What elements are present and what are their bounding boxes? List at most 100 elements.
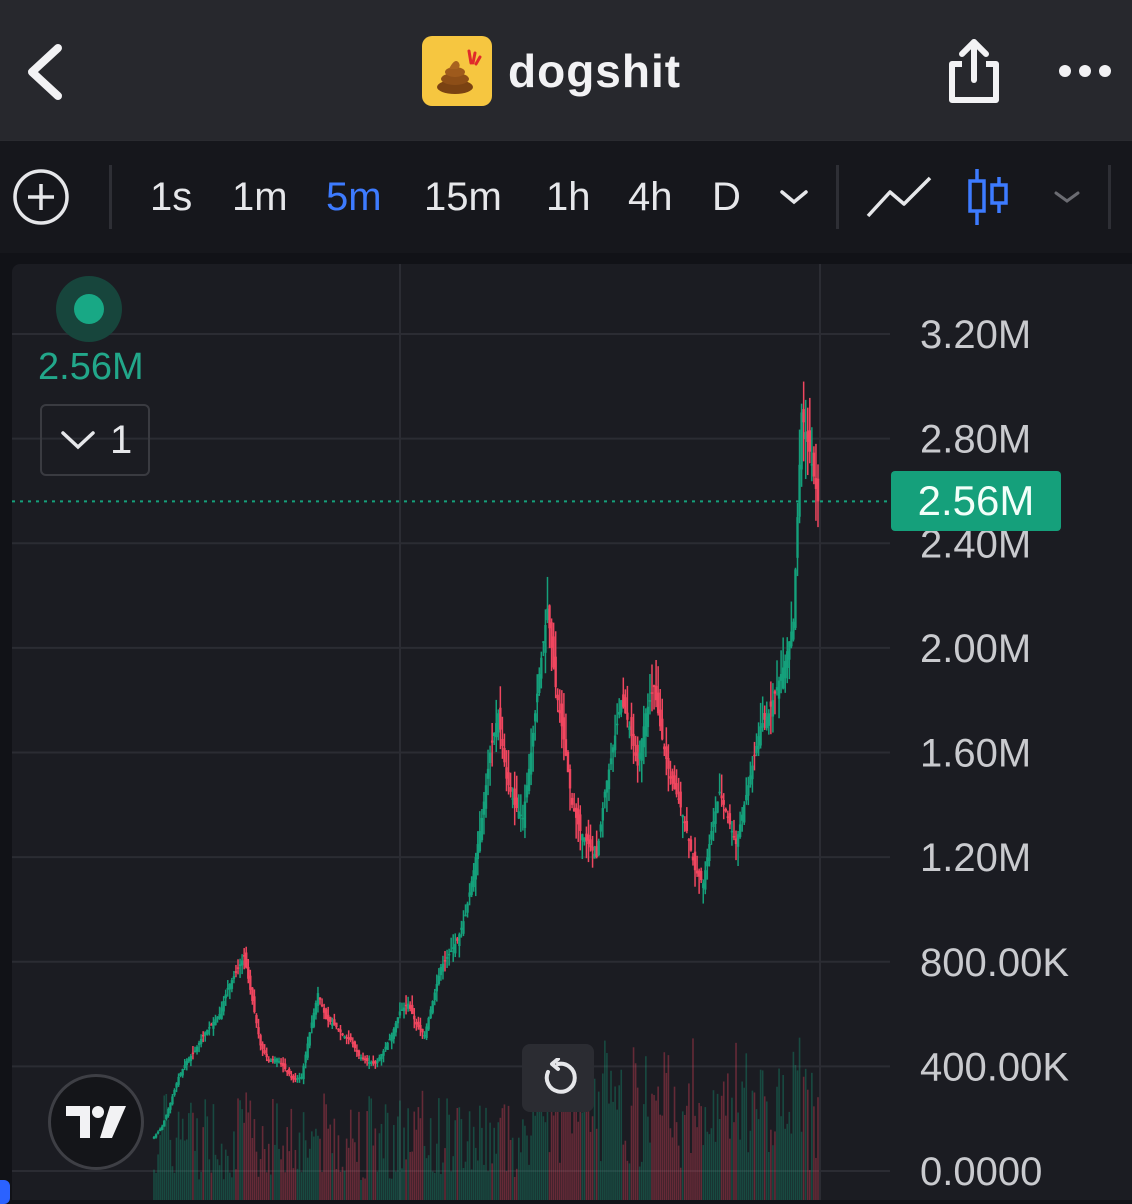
interval-4h[interactable]: 4h [628, 174, 673, 219]
candle-body [804, 432, 807, 440]
candle-body [329, 1016, 332, 1022]
share-icon[interactable] [944, 36, 1004, 106]
candlestick-chart-icon[interactable] [966, 141, 1010, 253]
volume-bar [757, 1119, 760, 1200]
volume-bar [243, 1122, 245, 1200]
candle-body [226, 987, 229, 990]
candle-body [587, 834, 590, 845]
candle-body [798, 464, 801, 517]
collapse-legend-button[interactable]: 1 [40, 404, 150, 476]
candle-body [570, 797, 574, 805]
interval-dropdown-chevron-icon[interactable] [778, 141, 810, 253]
volume-bar [688, 1083, 690, 1200]
volume-bar [161, 1129, 163, 1200]
y-tick-label: 3.20M [920, 313, 1031, 357]
volume-bar [677, 1145, 680, 1200]
candle-body [314, 1002, 318, 1015]
candle-body [245, 952, 248, 968]
volume-bar [542, 1116, 545, 1200]
candle-body [810, 464, 814, 466]
volume-bar [536, 1076, 539, 1200]
volume-bar [233, 1131, 235, 1200]
volume-bar [780, 1116, 782, 1200]
candle-body [730, 830, 734, 833]
candle-body [158, 1129, 162, 1132]
candle-body [195, 1046, 199, 1052]
candle-body [521, 817, 525, 820]
volume-bar [241, 1109, 243, 1200]
chart-type-dropdown-chevron-icon[interactable] [1052, 141, 1082, 253]
interval-15m[interactable]: 15m [424, 174, 502, 219]
candle-body [480, 817, 484, 841]
candle-body [695, 870, 699, 874]
chart-toolbar: 1s 1m 5m 15m 1h 4h D [0, 140, 1132, 253]
volume-bar [263, 1149, 266, 1200]
add-indicator-icon[interactable] [12, 141, 70, 253]
candle-body [773, 691, 777, 694]
interval-5m[interactable]: 5m [326, 174, 382, 219]
candle-body [802, 409, 805, 423]
back-arrow-icon[interactable] [22, 40, 82, 104]
candle-body [359, 1057, 363, 1059]
volume-bar [765, 1101, 768, 1200]
volume-bar [513, 1176, 516, 1200]
volume-bars [153, 1037, 819, 1200]
volume-bar [304, 1140, 307, 1200]
volume-bar [661, 1115, 664, 1200]
candle-body [312, 1012, 316, 1027]
candle-body [421, 1028, 424, 1033]
volume-bar [384, 1104, 387, 1200]
volume-bar [329, 1124, 332, 1200]
candle-body [548, 605, 551, 629]
candle-body [784, 660, 787, 679]
volume-bar [657, 1086, 659, 1200]
candle-body [605, 780, 609, 793]
volume-bar [479, 1105, 481, 1200]
candle-body [398, 1011, 402, 1016]
candle-body [478, 830, 482, 852]
volume-bar [720, 1095, 723, 1200]
reset-chart-button[interactable] [522, 1044, 594, 1112]
volume-bar [440, 1174, 442, 1200]
interval-1h[interactable]: 1h [546, 174, 591, 219]
candle-body [443, 960, 447, 962]
volume-bar [376, 1171, 379, 1200]
candle-body [242, 955, 246, 957]
candle-body [706, 857, 709, 867]
volume-bar [571, 1133, 573, 1200]
candle-body [736, 834, 740, 847]
toolbar-divider [836, 165, 839, 229]
volume-bar [694, 1115, 696, 1200]
volume-bar [255, 1151, 258, 1200]
volume-bar [452, 1156, 455, 1200]
candle-body [656, 692, 660, 714]
chevron-down-icon [61, 431, 95, 450]
candle-body [613, 735, 617, 751]
candle-body [747, 785, 750, 796]
interval-1m[interactable]: 1m [232, 174, 288, 219]
volume-bar [727, 1073, 729, 1200]
candle-body [271, 1058, 275, 1061]
volume-bar [327, 1128, 329, 1200]
candle-body [777, 680, 781, 699]
volume-bar [681, 1111, 684, 1200]
volume-bar [390, 1178, 393, 1200]
candle-body [669, 776, 672, 779]
line-chart-icon[interactable] [864, 141, 934, 253]
more-options-icon[interactable] [1058, 58, 1112, 84]
y-tick-label: 2.80M [920, 418, 1031, 462]
volume-bar [671, 1137, 674, 1200]
volume-bar [655, 1100, 657, 1200]
candle-body [560, 703, 564, 727]
candle-body [185, 1061, 188, 1066]
volume-bar [626, 1160, 629, 1200]
volume-bar [517, 1137, 520, 1200]
tradingview-logo-icon[interactable] [48, 1074, 144, 1170]
candle-body [296, 1078, 299, 1080]
volume-bar [778, 1068, 780, 1200]
interval-d[interactable]: D [712, 174, 741, 219]
candlestick-chart[interactable]: 3.20M2.80M2.40M2.00M1.60M1.20M800.00K400… [12, 264, 1132, 1200]
volume-bar [737, 1112, 739, 1200]
interval-1s[interactable]: 1s [150, 174, 193, 219]
candle-body [322, 1008, 326, 1013]
